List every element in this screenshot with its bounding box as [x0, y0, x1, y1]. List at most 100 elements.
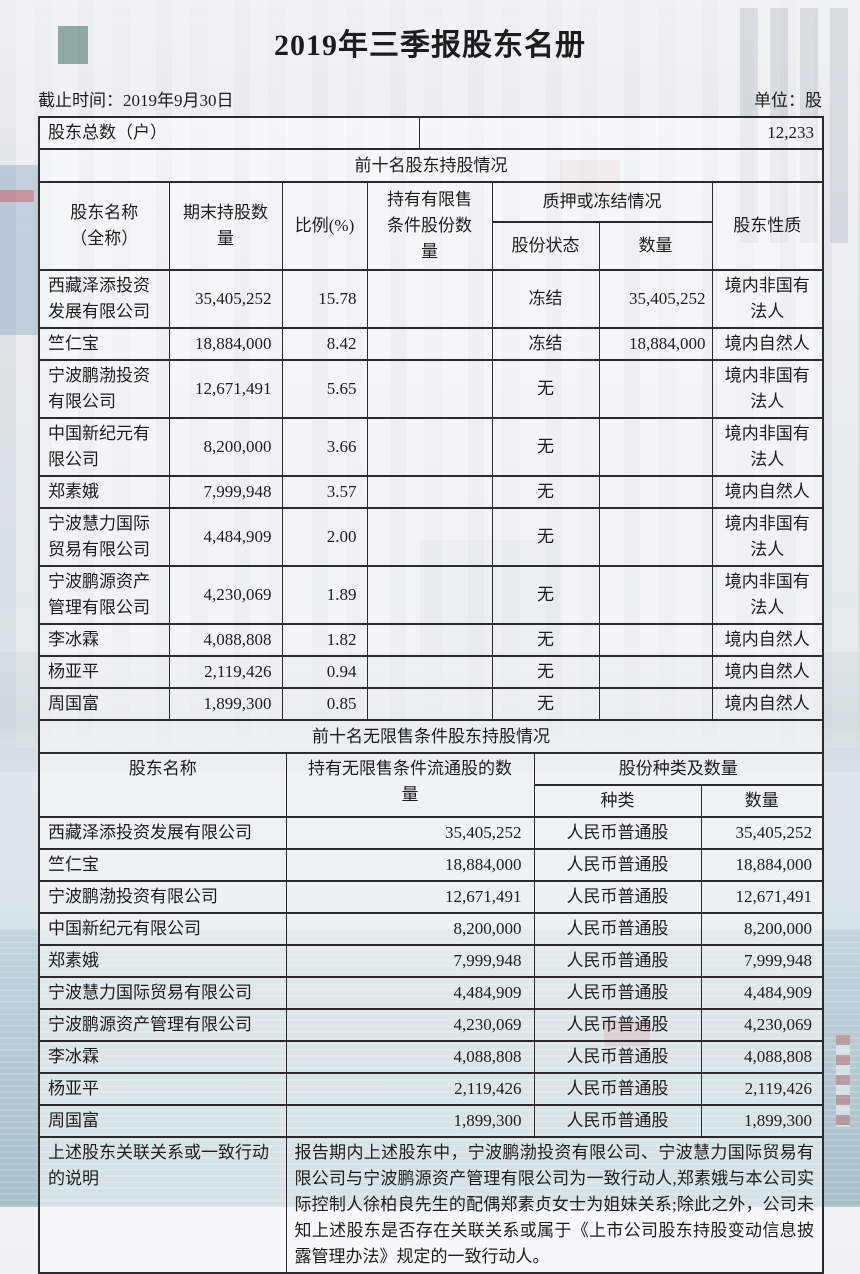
cell-nature: 境内自然人 — [711, 475, 824, 509]
cell-shares: 4,484,909 — [285, 976, 535, 1010]
total-shareholders-table: 股东总数（户） 12,233 — [38, 116, 824, 150]
total-shareholders-label: 股东总数（户） — [38, 116, 420, 150]
cell-qty — [598, 655, 713, 689]
cell-name: 宁波鹏源资产管理有限公司 — [38, 1008, 287, 1042]
header-share-class-qty: 数量 — [700, 784, 824, 818]
cell-status: 无 — [491, 417, 600, 477]
header-share-class-group: 股份种类及数量 — [533, 752, 824, 786]
cell-ratio: 0.85 — [281, 687, 368, 721]
cell-status: 无 — [491, 475, 600, 509]
cell-shares: 2,119,426 — [285, 1072, 535, 1106]
table-row: 郑素娥 7,999,948 人民币普通股 7,999,948 — [38, 944, 824, 978]
cell-name: 杨亚平 — [38, 655, 170, 689]
cell-name: 西藏泽添投资发展有限公司 — [38, 269, 170, 329]
cell-status: 无 — [491, 359, 600, 419]
cell-ratio: 3.57 — [281, 475, 368, 509]
cell-type: 人民币普通股 — [533, 976, 702, 1010]
header-unres-circulating-shares: 持有无限售条件流通股的数 量 — [285, 752, 535, 818]
cell-type: 人民币普通股 — [533, 1072, 702, 1106]
cell-ratio: 1.89 — [281, 565, 368, 625]
cell-qty — [598, 687, 713, 721]
cell-restricted — [366, 327, 493, 361]
cell-name: 杨亚平 — [38, 1072, 287, 1106]
total-shareholders-value: 12,233 — [418, 116, 824, 150]
notes-label: 上述股东关联关系或一致行动的说明 — [38, 1136, 287, 1274]
cell-name: 宁波鹏渤投资有限公司 — [38, 880, 287, 914]
top10-section-title-row: 前十名股东持股情况 — [38, 148, 824, 183]
header-pledge-quantity: 数量 — [598, 221, 713, 271]
header-period-end-shares: 期末持股数 量 — [168, 181, 283, 271]
cell-status: 无 — [491, 507, 600, 567]
cell-qty: 18,884,000 — [700, 848, 824, 882]
page-title: 2019年三季报股东名册 — [274, 29, 586, 62]
table-row: 宁波鹏渤投资有限公司 12,671,491 人民币普通股 12,671,491 — [38, 880, 824, 914]
table-row: 宁波慧力国际贸易有限公司 4,484,909 2.00 无 境内非国有法人 — [38, 507, 824, 567]
cell-shares: 4,230,069 — [285, 1008, 535, 1042]
cell-restricted — [366, 655, 493, 689]
cell-shares: 7,999,948 — [285, 944, 535, 978]
cell-shares: 4,484,909 — [168, 507, 283, 567]
cell-restricted — [366, 359, 493, 419]
cell-qty: 4,230,069 — [700, 1008, 824, 1042]
cell-qty — [598, 359, 713, 419]
cell-type: 人民币普通股 — [533, 912, 702, 946]
table-row: 宁波慧力国际贸易有限公司 4,484,909 人民币普通股 4,484,909 — [38, 976, 824, 1010]
cell-name: 西藏泽添投资发展有限公司 — [38, 816, 287, 850]
cell-nature: 境内非国有法人 — [711, 269, 824, 329]
cell-status: 无 — [491, 565, 600, 625]
cell-qty: 35,405,252 — [598, 269, 713, 329]
cell-nature: 境内非国有法人 — [711, 359, 824, 419]
cell-shares: 12,671,491 — [285, 880, 535, 914]
cell-ratio: 2.00 — [281, 507, 368, 567]
total-shareholders-row: 股东总数（户） 12,233 — [38, 116, 824, 150]
cell-name: 宁波慧力国际贸易有限公司 — [38, 976, 287, 1010]
cell-name: 宁波鹏源资产管理有限公司 — [38, 565, 170, 625]
top10-holders-table: 前十名股东持股情况 股东名称 （全称） 期末持股数 量 比例(%) 持有有限售 … — [38, 148, 825, 721]
cell-name: 李冰霖 — [38, 623, 170, 657]
cell-status: 无 — [491, 655, 600, 689]
cell-type: 人民币普通股 — [533, 880, 702, 914]
table-row: 周国富 1,899,300 0.85 无 境内自然人 — [38, 687, 824, 721]
cell-status: 冻结 — [491, 269, 600, 329]
table-row: 周国富 1,899,300 人民币普通股 1,899,300 — [38, 1104, 824, 1138]
cell-qty — [598, 565, 713, 625]
table-row: 宁波鹏源资产管理有限公司 4,230,069 人民币普通股 4,230,069 — [38, 1008, 824, 1042]
cell-type: 人民币普通股 — [533, 1104, 702, 1138]
cell-shares: 4,088,808 — [285, 1040, 535, 1074]
cell-restricted — [366, 475, 493, 509]
cell-shares: 8,200,000 — [285, 912, 535, 946]
cell-type: 人民币普通股 — [533, 1040, 702, 1074]
notes-text: 报告期内上述股东中，宁波鹏渤投资有限公司、宁波慧力国际贸易有限公司与宁波鹏源资产… — [285, 1136, 824, 1274]
related-party-notes-table: 上述股东关联关系或一致行动的说明 报告期内上述股东中，宁波鹏渤投资有限公司、宁波… — [38, 1136, 824, 1274]
cell-name: 郑素娥 — [38, 944, 287, 978]
cell-nature: 境内自然人 — [711, 687, 824, 721]
cell-qty: 7,999,948 — [700, 944, 824, 978]
cell-shares: 1,899,300 — [168, 687, 283, 721]
header-unres-holder-name: 股东名称 — [38, 752, 287, 818]
unrestricted-section-title: 前十名无限售条件股东持股情况 — [38, 719, 824, 754]
top10-header-row-1: 股东名称 （全称） 期末持股数 量 比例(%) 持有有限售 条件股份数 量 质押… — [38, 181, 824, 271]
cell-type: 人民币普通股 — [533, 944, 702, 978]
cell-status: 无 — [491, 687, 600, 721]
cell-shares: 1,899,300 — [285, 1104, 535, 1138]
cell-qty — [598, 507, 713, 567]
related-party-notes-row: 上述股东关联关系或一致行动的说明 报告期内上述股东中，宁波鹏渤投资有限公司、宁波… — [38, 1136, 824, 1274]
cell-status: 冻结 — [491, 327, 600, 361]
table-row: 竺仁宝 18,884,000 8.42 冻结 18,884,000 境内自然人 — [38, 327, 824, 361]
cell-restricted — [366, 417, 493, 477]
unit-label: 单位：股 — [754, 91, 822, 110]
cell-shares: 18,884,000 — [285, 848, 535, 882]
cell-name: 周国富 — [38, 687, 170, 721]
cell-type: 人民币普通股 — [533, 816, 702, 850]
cell-qty — [598, 417, 713, 477]
cell-nature: 境内自然人 — [711, 327, 824, 361]
table-row: 中国新纪元有限公司 8,200,000 人民币普通股 8,200,000 — [38, 912, 824, 946]
cell-shares: 35,405,252 — [285, 816, 535, 850]
cell-qty: 35,405,252 — [700, 816, 824, 850]
header-holder-nature: 股东性质 — [711, 181, 824, 271]
header-holder-name: 股东名称 （全称） — [38, 181, 170, 271]
cell-shares: 7,999,948 — [168, 475, 283, 509]
cell-shares: 4,230,069 — [168, 565, 283, 625]
cell-qty: 2,119,426 — [700, 1072, 824, 1106]
